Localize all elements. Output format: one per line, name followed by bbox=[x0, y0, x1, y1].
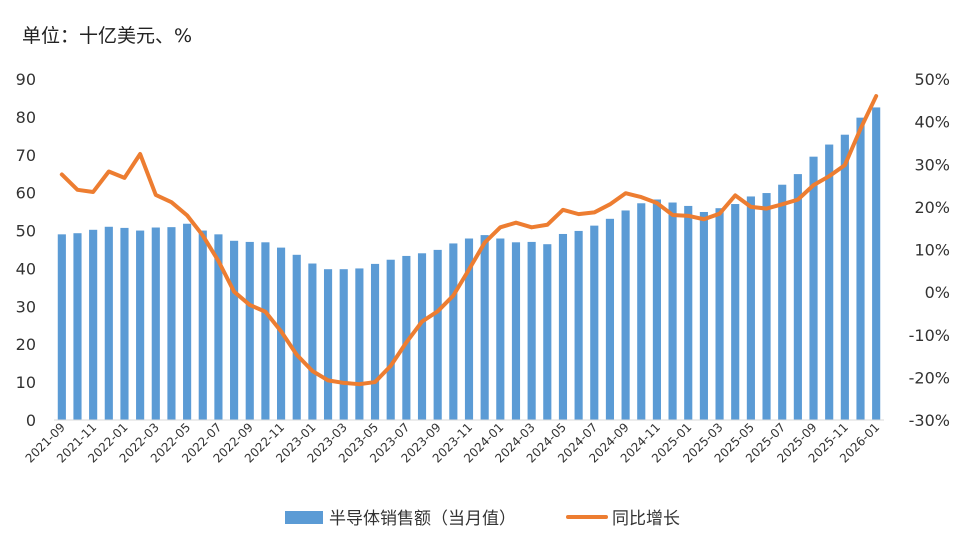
bar-2021-11 bbox=[89, 229, 98, 420]
legend: 半导体销售额（当月值） 同比增长 bbox=[285, 509, 680, 529]
bar-2022-06 bbox=[198, 230, 207, 420]
bar-2025-07 bbox=[778, 184, 787, 420]
bar-2024-09 bbox=[621, 210, 630, 420]
y-left-tick: 90 bbox=[16, 70, 36, 89]
bar-2023-02 bbox=[323, 269, 333, 420]
bar-2023-06 bbox=[386, 259, 395, 420]
bar-2022-12 bbox=[292, 254, 301, 420]
bar-2023-01 bbox=[308, 263, 317, 420]
bar-2022-09 bbox=[245, 241, 254, 420]
y-right-tick: 10% bbox=[914, 241, 950, 260]
bar-2024-12 bbox=[668, 202, 677, 420]
bar-2025-02 bbox=[699, 211, 708, 420]
bar-2025-08 bbox=[793, 174, 802, 420]
bar-2022-04 bbox=[167, 227, 176, 420]
bar-2022-07 bbox=[214, 234, 223, 420]
bar-2024-05 bbox=[558, 233, 568, 420]
bar-2024-04 bbox=[543, 244, 552, 420]
y-left-tick: 80 bbox=[16, 108, 36, 127]
bar-2023-04 bbox=[355, 268, 364, 420]
y-left-tick: 10 bbox=[16, 373, 36, 392]
bar-2023-03 bbox=[339, 269, 348, 420]
y-right-tick: 20% bbox=[914, 198, 950, 217]
y-right-tick: 0% bbox=[925, 283, 950, 302]
bar-2023-05 bbox=[370, 263, 380, 420]
bar-2025-04 bbox=[731, 204, 740, 420]
bar-2023-07 bbox=[402, 255, 411, 420]
bar-2021-10 bbox=[73, 233, 82, 420]
bar-2024-06 bbox=[574, 230, 583, 420]
bar-2025-10 bbox=[825, 144, 834, 421]
bar-2023-12 bbox=[480, 235, 489, 420]
bar-2025-03 bbox=[715, 208, 724, 420]
bar-2025-12 bbox=[856, 117, 865, 421]
bar-2023-08 bbox=[417, 253, 427, 420]
bar-2025-06 bbox=[762, 193, 771, 420]
bar-2022-08 bbox=[230, 240, 239, 420]
y-axis-right-ticks: -30% -20% -10% 0% 10% 20% 30% 40% 50% bbox=[909, 70, 950, 430]
bar-2024-11 bbox=[652, 199, 661, 420]
bar-2022-03 bbox=[151, 227, 160, 420]
bar-2024-01 bbox=[496, 238, 505, 420]
bar-2023-10 bbox=[449, 243, 458, 420]
y-right-tick: 50% bbox=[914, 70, 950, 89]
bar-2025-05 bbox=[746, 196, 755, 420]
unit-label: 单位：十亿美元、% bbox=[22, 25, 193, 47]
bar-2025-11 bbox=[840, 134, 849, 420]
legend-bar-swatch bbox=[285, 511, 323, 524]
bar-2024-08 bbox=[605, 218, 615, 420]
bar-2024-03 bbox=[527, 241, 536, 420]
legend-bar-label: 半导体销售额（当月值） bbox=[329, 509, 516, 529]
bar-2022-10 bbox=[261, 242, 270, 420]
bar-2022-02 bbox=[136, 230, 145, 420]
y-right-tick: 30% bbox=[914, 155, 950, 174]
bar-2024-10 bbox=[637, 203, 646, 420]
y-right-tick: -10% bbox=[909, 326, 950, 345]
bar-2023-11 bbox=[464, 238, 474, 420]
bar-2022-01 bbox=[120, 227, 129, 420]
bar-2026-01 bbox=[872, 107, 881, 421]
y-axis-left-ticks: 0 10 20 30 40 50 60 70 80 90 bbox=[16, 70, 36, 430]
bar-2024-07 bbox=[590, 225, 599, 420]
bar-2025-09 bbox=[809, 156, 818, 421]
y-right-tick: -20% bbox=[909, 368, 950, 387]
legend-line-label: 同比增长 bbox=[612, 509, 680, 529]
y-left-tick: 70 bbox=[16, 146, 36, 165]
y-left-tick: 0 bbox=[26, 411, 36, 430]
y-left-tick: 60 bbox=[16, 184, 36, 203]
bar-2022-05 bbox=[183, 223, 192, 420]
bar-2021-12 bbox=[104, 226, 113, 420]
bar-series bbox=[57, 107, 881, 421]
y-left-tick: 20 bbox=[16, 335, 36, 354]
bar-2023-09 bbox=[433, 249, 442, 420]
y-right-tick: 40% bbox=[914, 113, 950, 132]
bar-2021-09 bbox=[57, 234, 66, 420]
y-left-tick: 40 bbox=[16, 259, 36, 278]
y-left-tick: 50 bbox=[16, 222, 36, 241]
y-left-tick: 30 bbox=[16, 297, 36, 316]
bar-2025-01 bbox=[684, 205, 693, 420]
y-right-tick: -30% bbox=[909, 411, 950, 430]
bar-2024-02 bbox=[511, 242, 521, 420]
x-axis-ticks: 2021-092021-112022-012022-032022-052022-… bbox=[23, 420, 883, 465]
yoy-growth-line bbox=[59, 94, 879, 387]
